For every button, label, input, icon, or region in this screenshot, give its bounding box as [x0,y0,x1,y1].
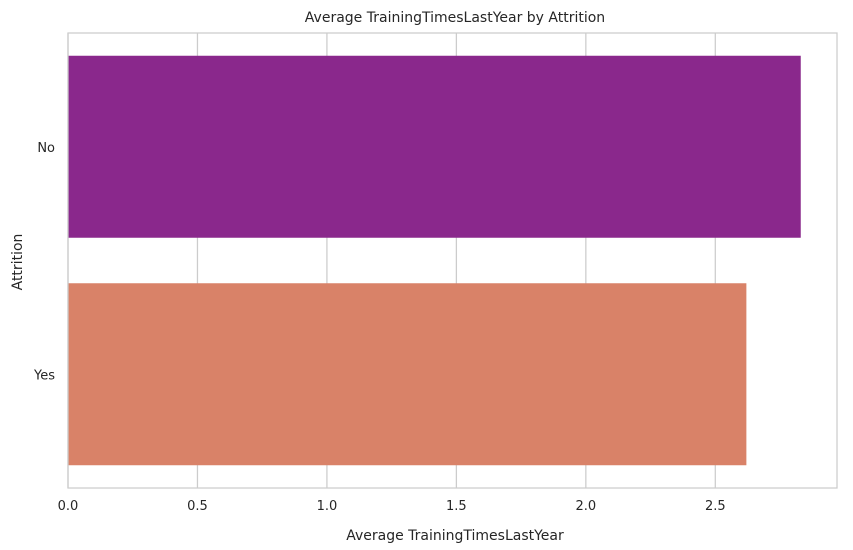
x-tick-label: 0.0 [58,499,79,514]
y-ticks: No Yes [33,141,55,384]
plot-frame [67,32,838,489]
y-tick-label: No [37,141,55,156]
y-tick-label: Yes [33,368,55,383]
x-axis-label: Average TrainingTimesLastYear [346,528,564,544]
x-tick-label: 1.5 [446,499,467,514]
y-axis-label: Attrition [10,234,26,291]
bar-yes [68,283,747,466]
bar-no [68,55,801,238]
x-ticks: 0.0 0.5 1.0 1.5 2.0 2.5 [58,499,726,514]
bars [68,55,801,466]
x-tick-label: 2.0 [576,499,597,514]
x-tick-label: 0.5 [187,499,208,514]
x-tick-label: 2.5 [705,499,726,514]
x-tick-label: 1.0 [317,499,338,514]
chart-title: Average TrainingTimesLastYear by Attriti… [305,10,605,26]
